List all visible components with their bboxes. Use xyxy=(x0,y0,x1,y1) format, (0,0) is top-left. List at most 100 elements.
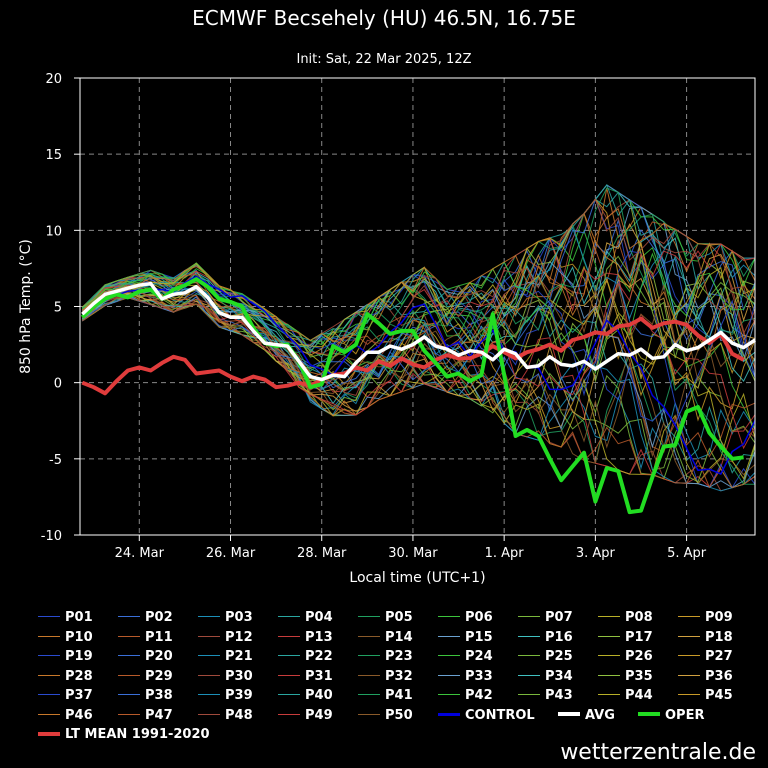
legend-item-lt-mean: LT MEAN 1991-2020 xyxy=(38,727,210,743)
legend-item-p24: P24 xyxy=(438,649,493,665)
legend-label: P12 xyxy=(225,629,253,645)
y-tick-label: 20 xyxy=(45,72,62,87)
legend-item-p48: P48 xyxy=(198,708,253,724)
legend-swatch xyxy=(38,655,60,656)
legend-item-p33: P33 xyxy=(438,669,493,685)
legend-item-p42: P42 xyxy=(438,688,493,704)
legend-swatch xyxy=(518,635,540,637)
legend-item-p32: P32 xyxy=(358,669,413,685)
legend-swatch xyxy=(38,731,60,736)
legend-label: P04 xyxy=(305,610,333,625)
legend-swatch xyxy=(518,674,540,676)
legend-label: P37 xyxy=(65,688,93,703)
legend-swatch xyxy=(678,674,700,676)
legend-swatch xyxy=(278,655,300,656)
legend-swatch xyxy=(38,616,60,617)
legend-swatch xyxy=(438,694,460,695)
legend-swatch xyxy=(598,655,620,656)
legend-swatch xyxy=(518,655,540,656)
legend-label: P42 xyxy=(465,688,493,703)
ensemble-member-p43 xyxy=(82,255,756,372)
legend-item-control: CONTROL xyxy=(438,708,535,724)
legend-swatch xyxy=(278,635,300,637)
legend-label: P09 xyxy=(705,610,733,625)
legend-label: P21 xyxy=(225,649,253,664)
legend-item-p11: P11 xyxy=(118,630,173,646)
legend-item-p12: P12 xyxy=(198,630,253,646)
legend-swatch xyxy=(518,616,540,617)
x-tick-label: 5. Apr xyxy=(667,546,707,561)
legend-item-p39: P39 xyxy=(198,688,253,704)
legend-item-p17: P17 xyxy=(598,630,653,646)
legend-item-p34: P34 xyxy=(518,669,573,685)
legend-label: P23 xyxy=(385,649,413,664)
legend-label: P49 xyxy=(305,707,333,723)
legend-item-p01: P01 xyxy=(38,610,93,626)
ensemble-member-p29 xyxy=(81,266,756,458)
ensemble-member-p44 xyxy=(81,263,756,480)
legend-item-p26: P26 xyxy=(598,649,653,665)
legend-item-p30: P30 xyxy=(198,669,253,685)
legend-swatch xyxy=(198,713,220,715)
legend-swatch xyxy=(358,616,380,617)
legend-label: P13 xyxy=(305,629,333,645)
legend-swatch xyxy=(278,713,300,715)
legend-label: P25 xyxy=(545,649,573,664)
legend-swatch xyxy=(598,694,620,695)
legend-label: LT MEAN 1991-2020 xyxy=(65,727,210,742)
legend-swatch xyxy=(278,674,300,676)
legend-label: P46 xyxy=(65,707,93,723)
legend-swatch xyxy=(558,712,580,716)
legend-item-oper: OPER xyxy=(638,708,704,724)
legend-swatch xyxy=(118,616,140,617)
legend-label: P28 xyxy=(65,668,93,684)
x-tick-label: 26. Mar xyxy=(206,546,256,561)
x-tick-label: 24. Mar xyxy=(115,546,165,561)
y-tick-label: 5 xyxy=(54,301,62,316)
legend-item-p38: P38 xyxy=(118,688,173,704)
legend-label: P05 xyxy=(385,610,413,625)
legend-label: P47 xyxy=(145,707,173,723)
ensemble-member-p50 xyxy=(81,277,756,438)
legend-label: CONTROL xyxy=(465,707,535,723)
legend-label: P29 xyxy=(145,668,173,684)
ensemble-member-p47 xyxy=(82,290,756,489)
x-tick-label: 30. Mar xyxy=(388,546,438,561)
x-tick-label: 3. Apr xyxy=(576,546,616,561)
site-credit: wetterzentrale.de xyxy=(560,740,756,765)
legend-swatch xyxy=(358,655,380,656)
legend-swatch xyxy=(38,694,60,695)
y-tick-label: -5 xyxy=(49,453,62,468)
legend-swatch xyxy=(598,635,620,637)
legend-item-p49: P49 xyxy=(278,708,333,724)
legend-label: P35 xyxy=(625,668,653,684)
legend-label: P32 xyxy=(385,668,413,684)
legend-label: P38 xyxy=(145,688,173,703)
legend-label: P41 xyxy=(385,688,413,703)
legend-label: P48 xyxy=(225,707,253,723)
legend-label: P07 xyxy=(545,610,573,625)
legend-swatch xyxy=(678,655,700,656)
legend-label: P11 xyxy=(145,629,173,645)
x-axis-label: Local time (UTC+1) xyxy=(349,570,485,586)
control-series xyxy=(81,275,756,475)
legend-item-p13: P13 xyxy=(278,630,333,646)
legend-swatch xyxy=(678,635,700,637)
legend-label: P40 xyxy=(305,688,333,703)
legend-item-p10: P10 xyxy=(38,630,93,646)
legend-item-p15: P15 xyxy=(438,630,493,646)
x-tick-label: 1. Apr xyxy=(485,546,525,561)
legend-item-p20: P20 xyxy=(118,649,173,665)
series-oper xyxy=(80,277,744,515)
legend-label: P43 xyxy=(545,688,573,703)
legend-label: P20 xyxy=(145,649,173,664)
legend-item-p45: P45 xyxy=(678,688,733,704)
plot-frame xyxy=(79,77,756,536)
legend-swatch xyxy=(678,694,700,695)
y-tick-label: 15 xyxy=(45,148,62,163)
legend-swatch xyxy=(38,635,60,637)
legend-item-p18: P18 xyxy=(678,630,733,646)
legend-item-p06: P06 xyxy=(438,610,493,626)
legend-item-p44: P44 xyxy=(598,688,653,704)
legend-label: P27 xyxy=(705,649,733,664)
